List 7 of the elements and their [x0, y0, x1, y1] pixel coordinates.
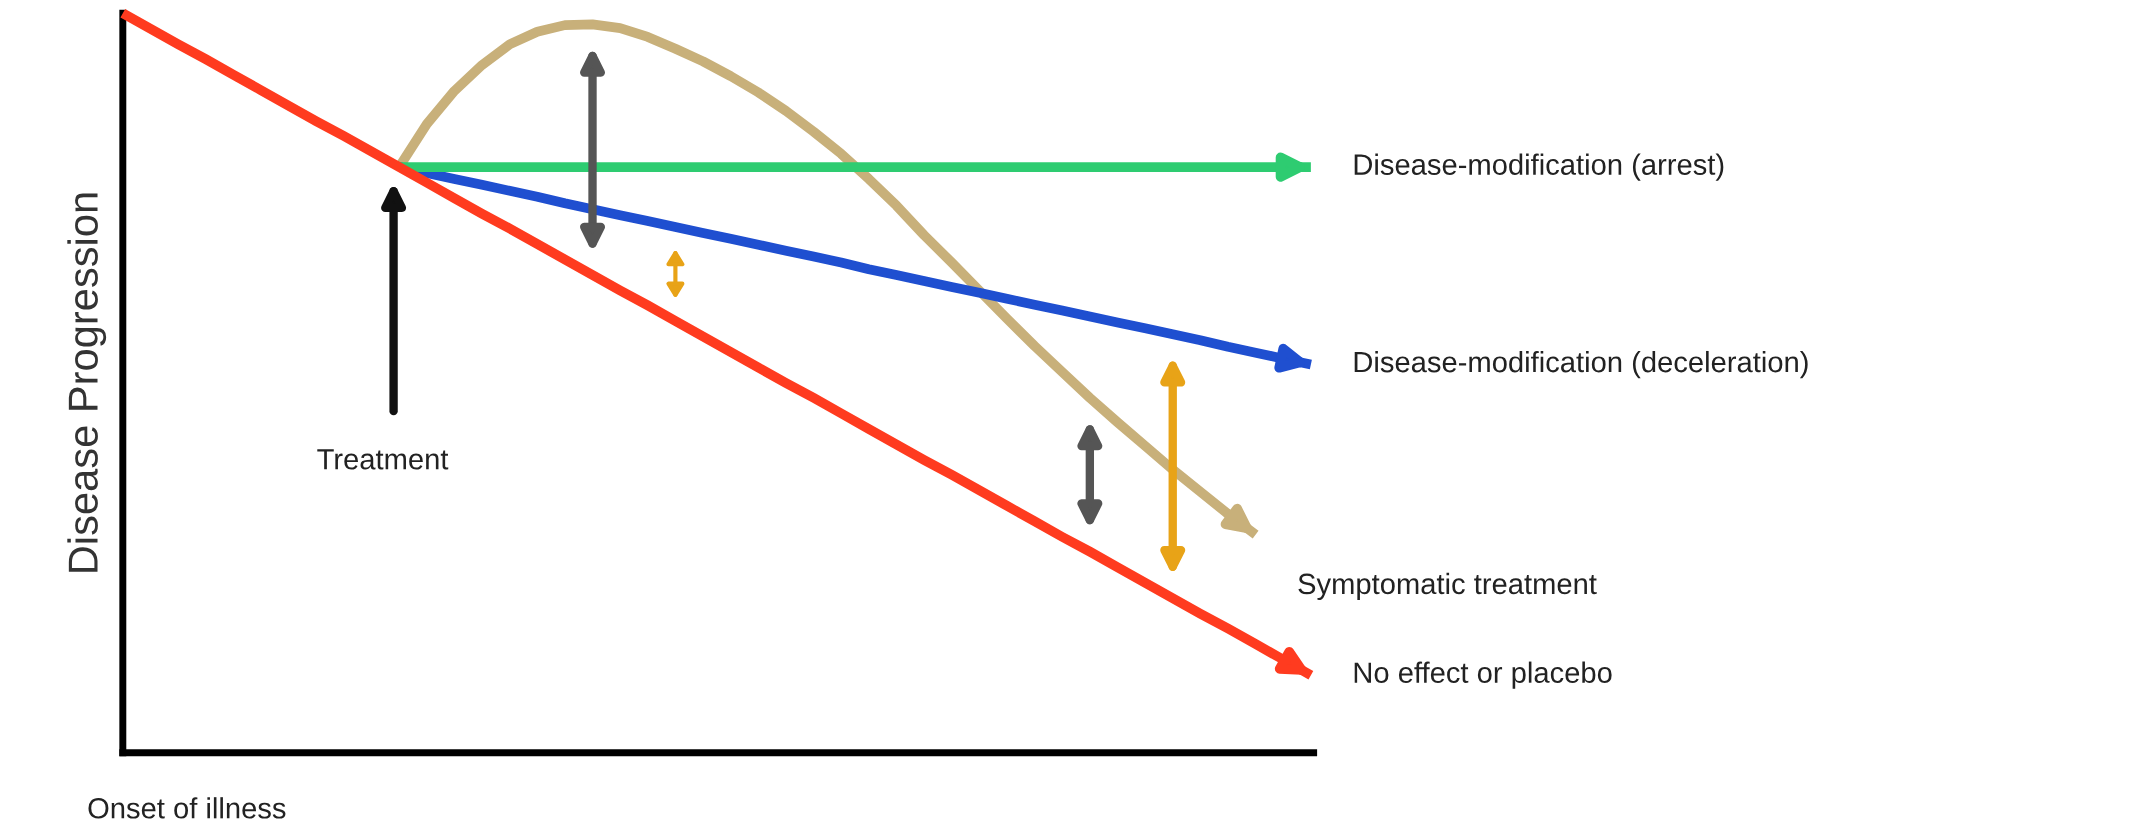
legend-label: Disease-modification (arrest) — [1354, 153, 1724, 181]
annotation: Treatment — [317, 449, 449, 470]
y-axis-title: Disease Progression — [67, 193, 107, 572]
legend-label: Disease-modification (deceleration) — [1354, 350, 1808, 379]
x-axis-title: Onset of illness — [88, 797, 286, 819]
series-label: Symptomatic treatment — [1298, 572, 1597, 601]
legend-label: No effect or placebo — [1354, 661, 1612, 689]
